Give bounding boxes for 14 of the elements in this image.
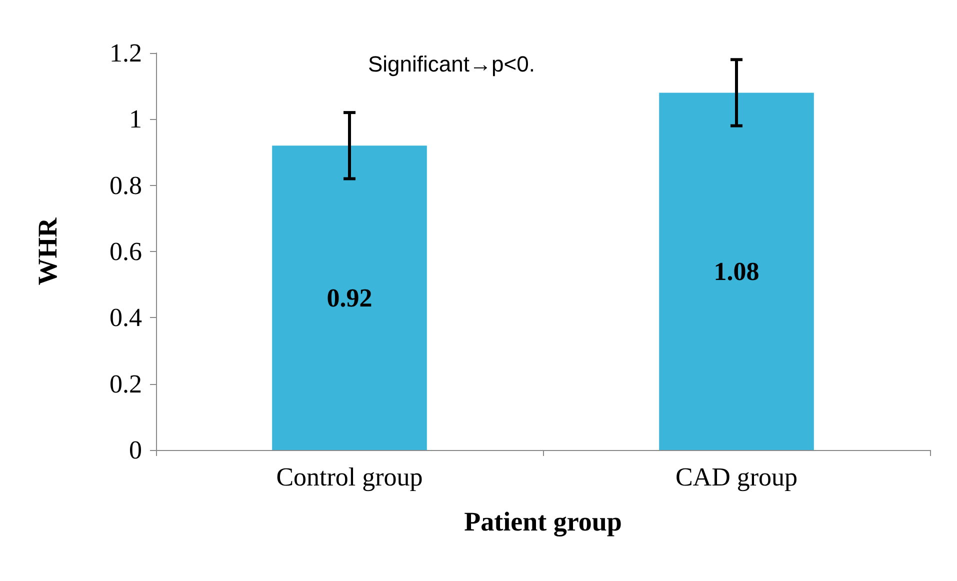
data-label: 1.08 — [714, 256, 760, 286]
x-tick-label: Control group — [276, 462, 423, 492]
y-tick-label: 1.2 — [110, 38, 142, 68]
y-tick-label: 1 — [129, 104, 142, 134]
y-tick-label: 0.8 — [110, 170, 142, 200]
y-tick-label: 0.2 — [110, 369, 142, 398]
x-axis-title: Patient group — [464, 506, 622, 536]
annotation: Significant→p<0. — [368, 52, 535, 76]
y-tick-label: 0 — [129, 436, 142, 464]
y-tick-label: 0.4 — [110, 303, 142, 332]
x-tick-label: CAD group — [675, 462, 798, 492]
y-tick-label: 0.6 — [110, 237, 142, 266]
y-axis-title: WHR — [32, 217, 62, 286]
data-label: 0.92 — [326, 283, 372, 312]
